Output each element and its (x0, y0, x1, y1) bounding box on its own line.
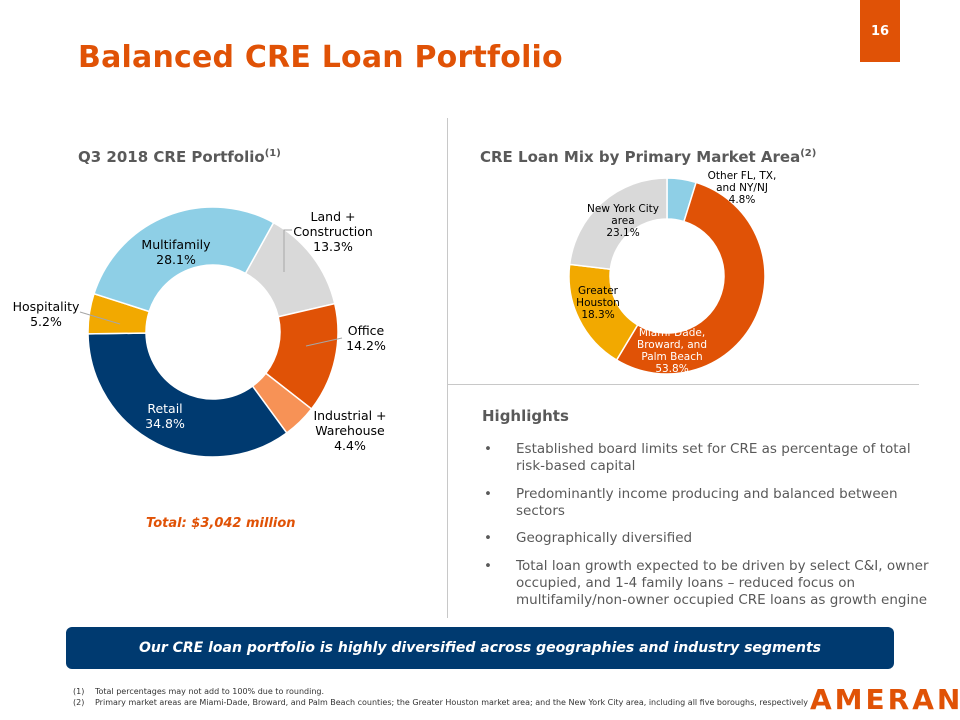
bullet-icon: • (484, 530, 492, 546)
right-chart-title-note: (2) (800, 148, 817, 159)
slice-new-york-city-area (568, 177, 668, 271)
data-label-greater-houston: Greater Houston 18.3% (576, 285, 620, 321)
data-label-new-york-city-area: New York City area 23.1% (587, 203, 659, 239)
data-label-miami-dade-broward-and-palm-beach: Miami-Dade, Broward, and Palm Beach 53.8% (637, 327, 707, 375)
footnote-number: (2) (73, 698, 85, 707)
data-label-multifamily: Multifamily 28.1% (141, 237, 211, 267)
portfolio-total: Total: $3,042 million (146, 516, 296, 531)
highlight-item: • Established board limits set for CRE as… (482, 441, 932, 475)
cre-portfolio-donut-chart: Land + Construction 13.3% Office 14.2% Indust… (13, 206, 387, 458)
leader-line (305, 337, 343, 347)
leader-line (283, 229, 292, 272)
bullet-icon: • (484, 441, 492, 457)
highlights-title: Highlights (482, 407, 569, 425)
left-chart-title: Q3 2018 CRE Portfolio(1) (78, 148, 281, 166)
left-chart-title-text: Q3 2018 CRE Portfolio (78, 148, 265, 166)
data-label-office: Office 14.2% (346, 323, 386, 353)
right-chart-title: CRE Loan Mix by Primary Market Area(2) (480, 148, 816, 166)
highlight-text: Total loan growth expected to be driven … (516, 557, 929, 608)
data-label-other-fl-tx-and-ny-nj: Other FL, TX, and NY/NJ 4.8% (708, 170, 777, 206)
right-chart-title-text: CRE Loan Mix by Primary Market Area (480, 148, 801, 166)
highlights-list: • Established board limits set for CRE as… (482, 441, 932, 619)
page-title: Balanced CRE Loan Portfolio (78, 40, 563, 75)
leader-line (79, 311, 121, 325)
bullet-icon: • (484, 557, 492, 574)
highlight-item: • Predominantly income producing and bala… (482, 486, 932, 520)
footnote-text: Total percentages may not add to 100% du… (95, 687, 325, 696)
slice-miami-dade-broward-and-palm-beach (615, 181, 766, 375)
footnote: (2) Primary market areas are Miami-Dade, … (73, 697, 808, 708)
data-label-retail: Retail 34.8% (145, 401, 185, 431)
amerant-logo: AMERANT (810, 683, 960, 716)
highlight-text: Geographically diversified (516, 530, 693, 546)
horizontal-divider (447, 384, 919, 385)
market-area-donut-chart: Other FL, TX, and NY/NJ 4.8% Miami-Dade, Bro… (568, 170, 777, 375)
highlight-item: • Geographically diversified (482, 530, 932, 547)
data-label-industrial-warehouse: Industrial + Warehouse 4.4% (313, 408, 386, 453)
highlight-item: • Total loan growth expected to be driven… (482, 558, 932, 609)
data-label-land-construction: Land + Construction 13.3% (293, 209, 373, 254)
page-number: 16 (860, 0, 900, 62)
footnote-number: (1) (73, 687, 85, 696)
slice-retail (87, 332, 288, 458)
bullet-icon: • (484, 485, 492, 502)
slice-multifamily (93, 206, 275, 313)
highlight-text: Established board limits set for CRE as … (516, 441, 911, 474)
footnotes: (1) Total percentages may not add to 100%… (73, 686, 808, 708)
footnote-text: Primary market areas are Miami-Dade, Bro… (95, 698, 808, 707)
footnote: (1) Total percentages may not add to 100%… (73, 686, 808, 697)
left-chart-title-note: (1) (264, 148, 281, 159)
data-label-hospitality: Hospitality 5.2% (13, 299, 80, 329)
summary-banner: Our CRE loan portfolio is highly diversi… (66, 627, 894, 669)
highlight-text: Predominantly income producing and balan… (516, 485, 898, 519)
vertical-divider (447, 118, 448, 618)
